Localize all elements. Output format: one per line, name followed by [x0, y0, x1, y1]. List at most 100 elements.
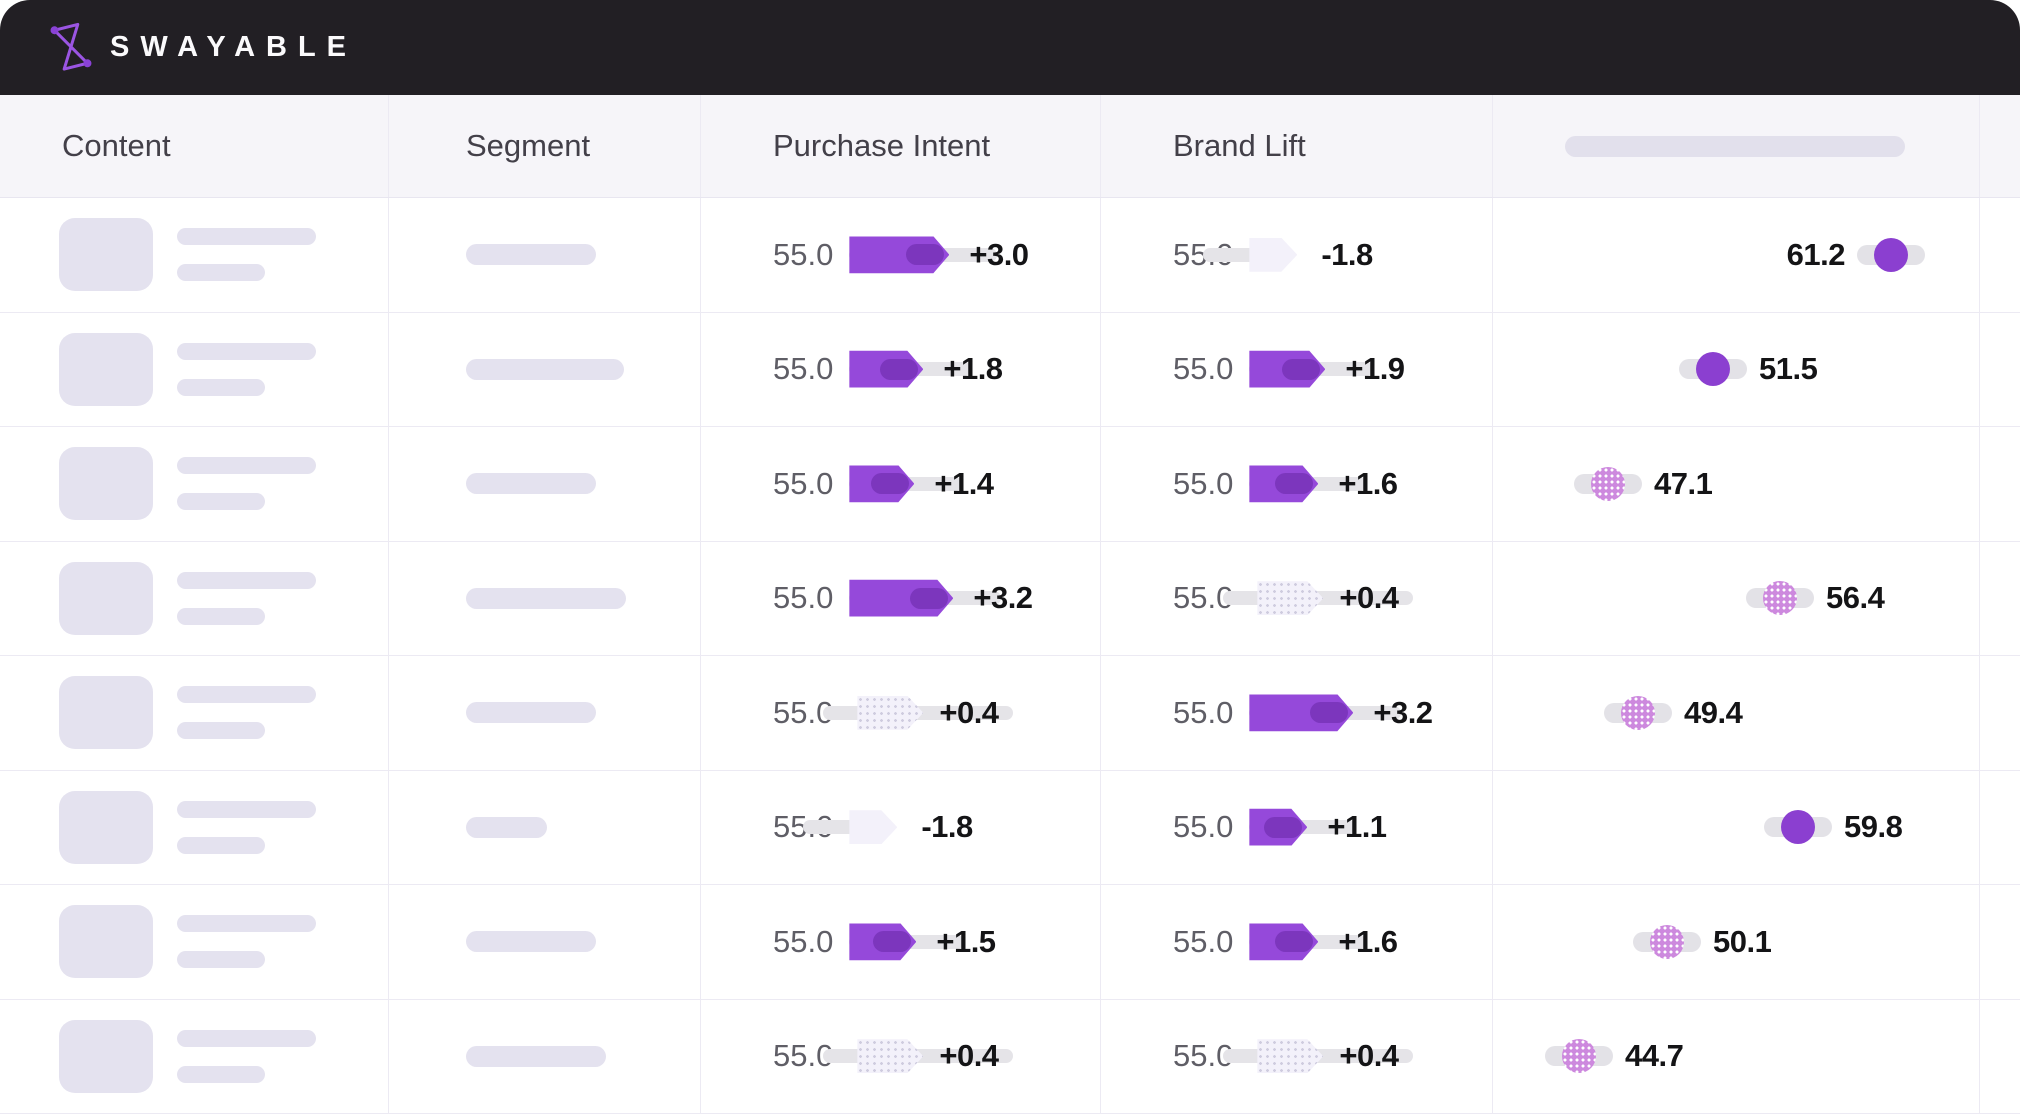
content-cell[interactable] [0, 313, 388, 427]
lift-arrow-pill [1282, 359, 1320, 380]
table-row[interactable]: 55.0 +1.8 55.0 +1.9 51.5 [0, 313, 2020, 428]
content-subtitle-skeleton [177, 608, 265, 625]
table-header-row: Content Segment Purchase Intent Brand Li… [0, 95, 2020, 198]
content-text-skeleton [177, 457, 316, 510]
lift-arrow-viz [849, 920, 926, 964]
brand-lift-metric: 55.0 -1.8 [1100, 198, 1492, 312]
table-row[interactable]: 55.0 +0.4 55.0 +0.4 44.7 [0, 1000, 2020, 1114]
delta-value: +1.8 [943, 351, 1002, 387]
delta-value: +0.4 [939, 1038, 998, 1074]
column-header-purchase-intent[interactable]: Purchase Intent [700, 95, 1100, 197]
lift-arrow-pill [906, 244, 944, 265]
lift-arrow [1249, 351, 1325, 388]
baseline-value: 55.0 [773, 580, 833, 616]
content-thumbnail-skeleton [59, 333, 153, 406]
lift-arrow [1249, 923, 1318, 960]
sliver-cell [1979, 1000, 2020, 1114]
content-cell[interactable] [0, 771, 388, 885]
segment-cell [388, 198, 700, 312]
delta-value: +3.2 [973, 580, 1032, 616]
lift-arrow-viz [849, 805, 911, 849]
content-subtitle-skeleton [177, 837, 265, 854]
swayable-logo-icon [46, 20, 94, 76]
lift-arrow-viz [849, 462, 924, 506]
score-dot [1621, 696, 1655, 730]
lift-arrow-pill [1275, 931, 1313, 952]
lift-arrow-viz [849, 576, 963, 620]
brand-lift-metric: 55.0 +1.6 [1100, 885, 1492, 999]
score-value: 51.5 [1759, 351, 1817, 387]
content-thumbnail-skeleton [59, 447, 153, 520]
lift-arrow-pill [871, 473, 909, 494]
purchase-intent-metric: 55.0 +1.4 [700, 427, 1100, 541]
score-value: 47.1 [1654, 466, 1712, 502]
delta-value: +3.0 [969, 237, 1028, 273]
segment-cell [388, 1000, 700, 1114]
sliver-cell [1979, 198, 2020, 312]
score-value: 44.7 [1625, 1038, 1683, 1074]
delta-value: +0.4 [1339, 1038, 1398, 1074]
sliver-cell [1979, 427, 2020, 541]
score-dot-plot-cell: 50.1 [1492, 885, 1979, 999]
purchase-intent-metric: 55.0 +1.8 [700, 313, 1100, 427]
score-dot-plot-cell: 47.1 [1492, 427, 1979, 541]
baseline-value: 55.0 [773, 351, 833, 387]
content-text-skeleton [177, 343, 316, 396]
lift-arrow-pill [1310, 702, 1348, 723]
score-dot [1591, 467, 1625, 501]
sliver-cell [1979, 313, 2020, 427]
purchase-intent-metric: 55.0 +0.4 [700, 1000, 1100, 1114]
column-header-score[interactable] [1492, 95, 1979, 197]
delta-value: -1.8 [1321, 237, 1372, 273]
delta-value: +1.5 [936, 924, 995, 960]
brand-lift-metric: 55.0 +3.2 [1100, 656, 1492, 770]
purchase-intent-metric: 55.0 +0.4 [700, 656, 1100, 770]
baseline-value: 55.0 [1173, 809, 1233, 845]
delta-value: +1.1 [1327, 809, 1386, 845]
lift-arrow [1257, 581, 1323, 615]
lift-arrow-pill [873, 931, 911, 952]
score-value: 59.8 [1844, 809, 1902, 845]
content-text-skeleton [177, 1030, 316, 1083]
score-value: 49.4 [1684, 695, 1742, 731]
table-row[interactable]: 55.0 +3.0 55.0 -1.8 61.2 [0, 198, 2020, 313]
content-thumbnail-skeleton [59, 562, 153, 635]
baseline-value: 55.0 [773, 466, 833, 502]
content-text-skeleton [177, 801, 316, 854]
content-title-skeleton [177, 1030, 316, 1047]
content-cell[interactable] [0, 1000, 388, 1114]
delta-value: -1.8 [921, 809, 972, 845]
lift-arrow [849, 923, 916, 960]
lift-arrow-viz [1249, 920, 1328, 964]
score-dot [1650, 925, 1684, 959]
sliver-cell [1979, 885, 2020, 999]
table-row[interactable]: 55.0 +0.4 55.0 +3.2 49.4 [0, 656, 2020, 771]
content-cell[interactable] [0, 885, 388, 999]
lift-arrow-viz [849, 347, 933, 391]
score-value: 61.2 [1787, 237, 1845, 273]
content-title-skeleton [177, 686, 316, 703]
table-row[interactable]: 55.0 +1.4 55.0 +1.6 47.1 [0, 427, 2020, 542]
lift-arrow [849, 236, 949, 273]
column-header-content[interactable]: Content [0, 95, 388, 197]
delta-value: +3.2 [1373, 695, 1432, 731]
content-title-skeleton [177, 228, 316, 245]
brand-lift-metric: 55.0 +0.4 [1100, 1000, 1492, 1114]
content-cell[interactable] [0, 542, 388, 656]
content-title-skeleton [177, 343, 316, 360]
table-row[interactable]: 55.0 +1.5 55.0 +1.6 50.1 [0, 885, 2020, 1000]
baseline-value: 55.0 [773, 924, 833, 960]
content-cell[interactable] [0, 656, 388, 770]
table-row[interactable]: 55.0 -1.8 55.0 +1.1 59.8 [0, 771, 2020, 886]
content-text-skeleton [177, 915, 316, 968]
content-cell[interactable] [0, 198, 388, 312]
column-header-brand-lift[interactable]: Brand Lift [1100, 95, 1492, 197]
content-cell[interactable] [0, 427, 388, 541]
lift-arrow-viz [1249, 462, 1328, 506]
brand-lift-metric: 55.0 +1.9 [1100, 313, 1492, 427]
content-title-skeleton [177, 457, 316, 474]
column-header-segment[interactable]: Segment [388, 95, 700, 197]
table-row[interactable]: 55.0 +3.2 55.0 +0.4 56.4 [0, 542, 2020, 657]
lift-arrow [1249, 238, 1297, 272]
